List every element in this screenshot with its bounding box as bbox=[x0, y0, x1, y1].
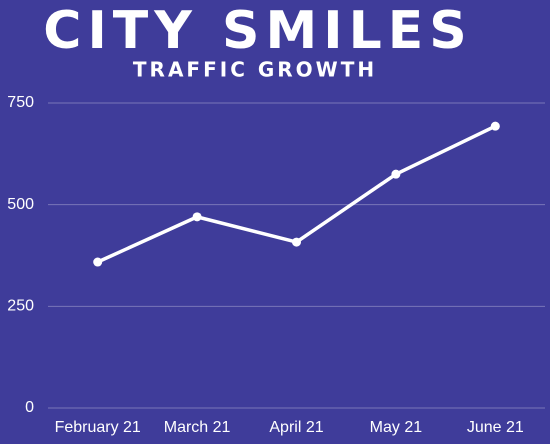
x-tick-label: March 21 bbox=[164, 419, 231, 436]
y-tick-label: 250 bbox=[7, 298, 34, 315]
x-tick-label: February 21 bbox=[55, 419, 141, 436]
y-tick-label: 750 bbox=[7, 94, 34, 111]
point bbox=[391, 169, 401, 179]
chart-subtitle: TRAFFIC GROWTH bbox=[133, 58, 377, 82]
x-tick-label: June 21 bbox=[467, 419, 524, 436]
point bbox=[93, 257, 103, 267]
point bbox=[490, 121, 500, 131]
point bbox=[292, 237, 301, 247]
y-tick-label: 0 bbox=[25, 399, 34, 416]
x-tick-label: May 21 bbox=[370, 419, 423, 436]
y-tick-label: 500 bbox=[7, 196, 34, 213]
chart-title: CITY SMILES bbox=[43, 1, 472, 61]
x-tick-label: April 21 bbox=[269, 419, 323, 436]
point bbox=[192, 212, 202, 222]
